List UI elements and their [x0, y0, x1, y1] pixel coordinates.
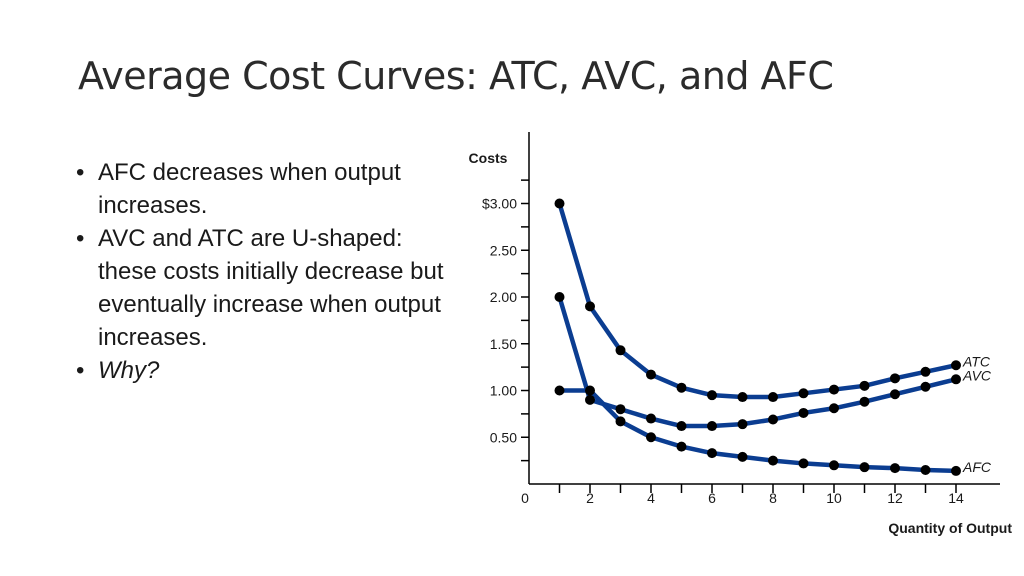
data-point-afc	[615, 416, 626, 427]
data-point-afc	[890, 463, 900, 474]
data-point-avc	[615, 404, 626, 415]
series-label-afc: AFC	[962, 459, 992, 475]
data-point-afc	[646, 432, 656, 443]
data-point-atc	[585, 301, 595, 312]
series-label-atc: ATC	[962, 353, 991, 369]
x-tick-label: 4	[647, 490, 655, 506]
data-point-afc	[737, 451, 748, 462]
series-line-avc	[557, 294, 959, 429]
data-point-avc	[707, 421, 717, 432]
bullet-item: AVC and ATC are U-shaped: these costs in…	[76, 222, 456, 354]
data-point-atc	[951, 360, 961, 371]
data-point-avc	[646, 413, 656, 424]
bullet-item: AFC decreases when output increases.	[76, 156, 456, 222]
data-point-afc	[676, 441, 687, 452]
data-point-atc	[829, 384, 839, 395]
chart-labels: 0.50 1.00 1.50 2.00 2.50 $3.00 0 2 4 6 8 10 12 14 Cost…	[469, 150, 1013, 536]
data-point-avc	[951, 374, 961, 385]
data-point-afc	[707, 448, 717, 459]
x-axis-title: Quantity of Output	[888, 520, 1012, 536]
data-point-afc	[951, 465, 961, 476]
data-point-atc	[859, 380, 870, 391]
bullet-text: AVC and ATC are U-shaped: these costs in…	[98, 225, 444, 351]
x-tick-label: 12	[887, 490, 903, 506]
slide-title: Average Cost Curves: ATC, AVC, and AFC	[78, 54, 834, 98]
y-tick-label: 1.50	[490, 336, 517, 352]
series-line-afc	[557, 388, 959, 474]
series-points	[554, 198, 961, 476]
data-point-atc	[920, 366, 931, 377]
data-point-avc	[554, 292, 565, 302]
data-point-avc	[798, 407, 809, 418]
data-point-avc	[768, 414, 778, 425]
data-point-atc	[554, 198, 565, 209]
data-point-afc	[768, 455, 778, 466]
y-tick-label: 2.50	[490, 242, 517, 258]
x-tick-label: 10	[826, 490, 842, 506]
data-point-afc	[920, 464, 931, 475]
x-tick-label: 14	[948, 490, 964, 506]
data-point-avc	[585, 394, 595, 405]
data-point-atc	[768, 392, 778, 403]
data-point-afc	[798, 458, 809, 469]
y-tick-label: 1.00	[490, 383, 517, 399]
series-line-atc	[557, 201, 959, 400]
data-point-atc	[615, 345, 626, 356]
data-point-avc	[829, 403, 839, 414]
data-point-avc	[890, 389, 900, 400]
data-point-atc	[737, 392, 748, 403]
y-axis-title: Costs	[469, 150, 508, 166]
x-tick-label: 2	[586, 490, 594, 506]
x-tick-label: 8	[769, 490, 777, 506]
data-point-afc	[554, 385, 565, 396]
data-point-avc	[920, 381, 931, 392]
x-tick-label: 6	[708, 490, 716, 506]
data-point-atc	[890, 373, 900, 384]
x-tick-label: 0	[521, 490, 529, 506]
series-label-avc: AVC	[962, 367, 992, 383]
series-lines	[557, 201, 959, 474]
data-point-atc	[798, 388, 809, 399]
bullet-list: AFC decreases when output increases. AVC…	[76, 156, 456, 387]
bullet-item: Why?	[76, 354, 456, 387]
data-point-afc	[585, 385, 595, 396]
data-point-atc	[707, 390, 717, 401]
data-point-avc	[737, 419, 748, 430]
data-point-atc	[676, 382, 687, 393]
y-tick-label: 2.00	[490, 289, 517, 305]
data-point-afc	[859, 462, 870, 473]
y-tick-label: 0.50	[490, 429, 517, 445]
bullet-text: AFC decreases when output increases.	[98, 159, 401, 219]
data-point-avc	[676, 421, 687, 432]
data-point-avc	[859, 396, 870, 407]
data-point-atc	[646, 369, 656, 380]
bullet-text: Why?	[98, 357, 160, 384]
y-tick-label: $3.00	[482, 196, 517, 212]
chart-axes	[521, 132, 1000, 493]
data-point-afc	[829, 460, 839, 471]
